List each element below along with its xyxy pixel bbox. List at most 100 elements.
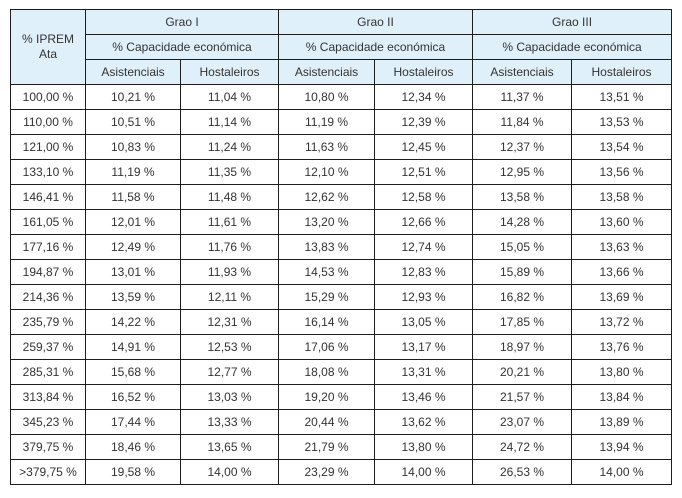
value-cell: 13,94 % — [571, 434, 673, 460]
value-cell: 11,04 % — [179, 84, 280, 110]
value-cell: 10,21 % — [85, 84, 181, 110]
value-cell: 11,76 % — [179, 234, 280, 260]
column-header-hostaleiros-grao-2: Hostaleiros — [374, 59, 474, 85]
value-cell: 13,60 % — [571, 209, 673, 235]
value-cell: 13,83 % — [278, 234, 376, 260]
iprem-cell: 379,75 % — [10, 434, 86, 460]
value-cell: 12,34 % — [374, 84, 474, 110]
value-cell: 23,07 % — [472, 409, 573, 435]
iprem-cell: 345,23 % — [10, 409, 86, 435]
value-cell: 11,63 % — [278, 134, 376, 160]
value-cell: 12,37 % — [472, 134, 573, 160]
iprem-cell: 235,79 % — [10, 309, 86, 335]
value-cell: 15,68 % — [85, 359, 181, 385]
value-cell: 10,83 % — [85, 134, 181, 160]
column-header-asistenciais-grao-1: Asistenciais — [85, 59, 181, 85]
value-cell: 13,80 % — [571, 359, 673, 385]
value-cell: 13,03 % — [179, 384, 280, 410]
value-cell: 12,11 % — [179, 284, 280, 310]
value-cell: 12,53 % — [179, 334, 280, 360]
table-row: >379,75 % 19,58 % 14,00 % 23,29 % 14,00 % 26,… — [10, 459, 673, 485]
iprem-cell: 100,00 % — [10, 84, 86, 110]
header-row-groups: % IPREM Ata Grao I Grao II Grao III — [10, 9, 673, 85]
iprem-cell: 133,10 % — [10, 159, 86, 185]
table-row: 214,36 % 13,59 % 12,11 % 15,29 % 12,93 % 16,8… — [10, 284, 673, 310]
iprem-cell: 161,05 % — [10, 209, 86, 235]
group-header-grao-1: Grao I — [84, 9, 280, 35]
value-cell: 15,89 % — [472, 259, 573, 285]
value-cell: 13,69 % — [571, 284, 673, 310]
value-cell: 23,29 % — [278, 459, 376, 485]
iprem-cell: 110,00 % — [10, 109, 86, 135]
value-cell: 17,06 % — [278, 334, 376, 360]
table-row: 379,75 % 18,46 % 13,65 % 21,79 % 13,80 % 24,7… — [10, 434, 673, 460]
value-cell: 13,20 % — [278, 209, 376, 235]
value-cell: 13,58 % — [571, 184, 673, 210]
value-cell: 14,53 % — [278, 259, 376, 285]
iprem-cell: 121,00 % — [10, 134, 86, 160]
value-cell: 12,31 % — [179, 309, 280, 335]
value-cell: 24,72 % — [472, 434, 573, 460]
value-cell: 11,93 % — [179, 259, 280, 285]
table-body: 100,00 % 10,21 % 11,04 % 10,80 % 12,34 % 11,3… — [10, 84, 673, 485]
value-cell: 11,35 % — [179, 159, 280, 185]
value-cell: 13,89 % — [571, 409, 673, 435]
iprem-cell: 177,16 % — [10, 234, 86, 260]
value-cell: 12,77 % — [179, 359, 280, 385]
value-cell: 16,14 % — [278, 309, 376, 335]
value-cell: 12,10 % — [278, 159, 376, 185]
value-cell: 14,28 % — [472, 209, 573, 235]
value-cell: 21,79 % — [278, 434, 376, 460]
header-row-subtitle: % Capacidade económica % Capacidade econ… — [11, 34, 673, 60]
value-cell: 17,44 % — [85, 409, 181, 435]
value-cell: 13,58 % — [472, 184, 573, 210]
value-cell: 12,62 % — [278, 184, 376, 210]
value-cell: 13,54 % — [571, 134, 673, 160]
value-cell: 11,19 % — [278, 109, 376, 135]
value-cell: 13,53 % — [571, 109, 673, 135]
value-cell: 14,00 % — [179, 459, 280, 485]
value-cell: 11,84 % — [472, 109, 573, 135]
table-row: 177,16 % 12,49 % 11,76 % 13,83 % 12,74 % 15,0… — [10, 234, 673, 260]
value-cell: 13,59 % — [85, 284, 181, 310]
iprem-column-header: % IPREM Ata — [10, 9, 86, 85]
value-cell: 16,52 % — [85, 384, 181, 410]
value-cell: 10,51 % — [85, 109, 181, 135]
value-cell: 13,05 % — [374, 309, 474, 335]
table-row: 259,37 % 14,91 % 12,53 % 17,06 % 13,17 % 18,9… — [10, 334, 673, 360]
value-cell: 20,21 % — [472, 359, 573, 385]
value-cell: 11,48 % — [179, 184, 280, 210]
value-cell: 12,45 % — [374, 134, 474, 160]
table-row: 161,05 % 12,01 % 11,61 % 13,20 % 12,66 % 14,2… — [10, 209, 673, 235]
value-cell: 13,66 % — [571, 259, 673, 285]
value-cell: 11,37 % — [472, 84, 573, 110]
value-cell: 11,58 % — [85, 184, 181, 210]
table-row: 285,31 % 15,68 % 12,77 % 18,08 % 13,31 % 20,2… — [10, 359, 673, 385]
subheader-capacidade-grao-2: % Capacidade económica — [278, 34, 474, 60]
value-cell: 13,63 % — [571, 234, 673, 260]
value-cell: 12,49 % — [85, 234, 181, 260]
value-cell: 18,97 % — [472, 334, 573, 360]
table-row: 345,23 % 17,44 % 13,33 % 20,44 % 13,62 % 23,0… — [10, 409, 673, 435]
value-cell: 13,72 % — [571, 309, 673, 335]
value-cell: 10,80 % — [278, 84, 376, 110]
iprem-cell: 259,37 % — [10, 334, 86, 360]
column-header-asistenciais-grao-3: Asistenciais — [472, 59, 573, 85]
table-row: 110,00 % 10,51 % 11,14 % 11,19 % 12,39 % 11,8… — [10, 109, 673, 135]
value-cell: 20,44 % — [278, 409, 376, 435]
value-cell: 15,29 % — [278, 284, 376, 310]
value-cell: 14,22 % — [85, 309, 181, 335]
value-cell: 12,93 % — [374, 284, 474, 310]
value-cell: 13,31 % — [374, 359, 474, 385]
value-cell: 11,61 % — [179, 209, 280, 235]
iprem-cell: 285,31 % — [10, 359, 86, 385]
value-cell: 18,08 % — [278, 359, 376, 385]
value-cell: 12,95 % — [472, 159, 573, 185]
value-cell: 11,14 % — [179, 109, 280, 135]
value-cell: 12,01 % — [85, 209, 181, 235]
header-row-columns: Asistenciais Hostaleiros Asistenciais Ho… — [11, 59, 673, 85]
value-cell: 16,82 % — [472, 284, 573, 310]
value-cell: 12,83 % — [374, 259, 474, 285]
value-cell: 12,58 % — [374, 184, 474, 210]
value-cell: 13,51 % — [571, 84, 673, 110]
